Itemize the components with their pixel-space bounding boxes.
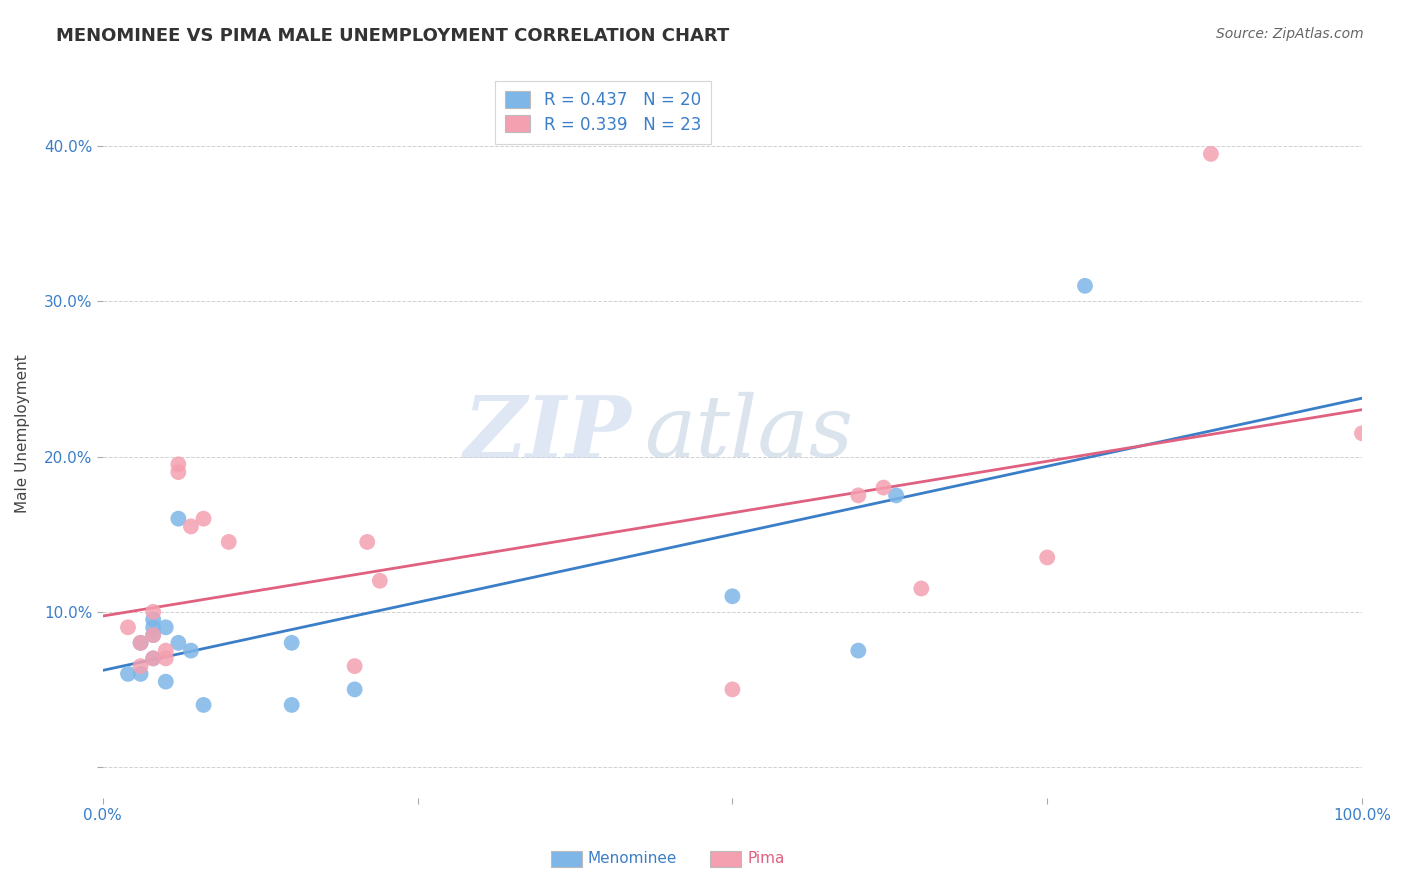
Point: [368, 574, 391, 588]
Point: [129, 636, 152, 650]
Point: [193, 698, 215, 712]
Point: [721, 682, 744, 697]
Point: [117, 666, 139, 681]
Point: [155, 620, 177, 634]
Point: [142, 651, 165, 665]
Legend: R = 0.437   N = 20, R = 0.339   N = 23: R = 0.437 N = 20, R = 0.339 N = 23: [495, 80, 711, 144]
Point: [142, 620, 165, 634]
Text: Pima: Pima: [748, 852, 786, 866]
Text: ZIP: ZIP: [464, 392, 631, 475]
Text: MENOMINEE VS PIMA MALE UNEMPLOYMENT CORRELATION CHART: MENOMINEE VS PIMA MALE UNEMPLOYMENT CORR…: [56, 27, 730, 45]
Point: [167, 458, 190, 472]
Point: [117, 620, 139, 634]
Point: [142, 628, 165, 642]
Point: [193, 511, 215, 525]
Point: [167, 511, 190, 525]
Y-axis label: Male Unemployment: Male Unemployment: [15, 354, 30, 513]
Point: [180, 643, 202, 657]
Point: [142, 651, 165, 665]
Point: [1199, 147, 1222, 161]
Point: [721, 589, 744, 603]
Point: [142, 605, 165, 619]
Point: [280, 636, 302, 650]
Point: [155, 643, 177, 657]
Point: [1036, 550, 1059, 565]
Point: [167, 465, 190, 479]
Point: [142, 628, 165, 642]
Point: [884, 488, 907, 502]
Point: [872, 481, 894, 495]
Point: [280, 698, 302, 712]
Point: [142, 613, 165, 627]
Point: [167, 636, 190, 650]
Point: [1351, 426, 1374, 441]
Point: [129, 659, 152, 673]
Point: [910, 582, 932, 596]
Point: [846, 488, 869, 502]
Point: [356, 535, 378, 549]
Point: [1074, 278, 1097, 293]
Point: [129, 636, 152, 650]
Text: Menominee: Menominee: [588, 852, 678, 866]
Point: [343, 659, 366, 673]
Point: [343, 682, 366, 697]
Point: [218, 535, 240, 549]
Point: [155, 674, 177, 689]
Point: [155, 651, 177, 665]
Text: Source: ZipAtlas.com: Source: ZipAtlas.com: [1216, 27, 1364, 41]
Point: [129, 666, 152, 681]
Text: atlas: atlas: [644, 392, 853, 475]
Point: [846, 643, 869, 657]
Point: [180, 519, 202, 533]
